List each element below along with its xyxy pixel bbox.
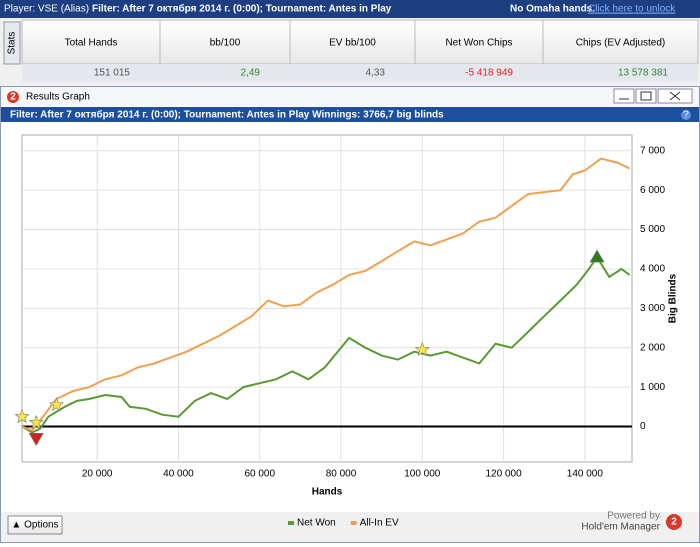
header-cell: [542, 19, 699, 65]
value-cell: [543, 64, 698, 82]
close-glyph: [669, 91, 681, 101]
y-tick-label: 1 000: [640, 382, 665, 393]
y-tick-label: 4 000: [640, 264, 665, 275]
chart: 0 1 000 2 000 3 000 4 000 5 000 6 000 7 000 20 0…: [14, 135, 679, 498]
x-axis-label: Hands: [312, 487, 343, 498]
y-tick-label: 0: [640, 421, 646, 432]
title-bar: [1, 87, 699, 106]
legend-swatch: [350, 521, 357, 525]
unlock-link[interactable]: Click here to unlock: [588, 4, 676, 15]
header-label: bb/100: [210, 38, 241, 49]
y-tick-label: 7 000: [640, 145, 665, 156]
marker: [28, 433, 44, 446]
stat-value: 13 578 381: [618, 68, 668, 79]
options-label: ▲ Options: [11, 520, 58, 531]
legend-label: All-In EV: [360, 518, 399, 529]
x-tick-label: 20 000: [82, 469, 113, 480]
value-cell: [22, 64, 160, 82]
brand-logo: [666, 514, 682, 530]
brand-logo-text: 2: [671, 517, 677, 528]
window-title: Results Graph: [26, 92, 90, 103]
x-tick-label: 80 000: [326, 469, 357, 480]
help-icon[interactable]: [681, 110, 691, 120]
value-cell: [160, 64, 290, 82]
stats-tab[interactable]: [3, 21, 21, 65]
filter: Filter: After 7 октября 2014 г. (0:00); …: [92, 3, 392, 15]
options-button[interactable]: [7, 515, 63, 535]
legend: Net Won All-In EV: [288, 518, 399, 529]
marker: [589, 249, 605, 263]
marker: [14, 408, 30, 424]
x-tick-label: 100 000: [404, 469, 441, 480]
header-label: Total Hands: [65, 38, 118, 49]
y-tick-label: 6 000: [640, 185, 665, 196]
max-glyph: [640, 91, 652, 101]
window-filter: Filter: After 7 октября 2014 г. (0:00); …: [10, 109, 444, 121]
header-label: Net Won Chips: [445, 38, 512, 49]
marker: [414, 341, 430, 357]
app-icon-text: 2: [10, 92, 16, 103]
filter-bar: [1, 107, 699, 122]
marker: [49, 397, 64, 412]
bottom-bar: [1, 512, 699, 542]
header-cell: [289, 19, 416, 65]
legend-label: Net Won: [297, 518, 336, 529]
legend-swatch: [288, 521, 294, 525]
player: Player: VSE (Alias): [4, 4, 89, 15]
x-tick-label: 40 000: [163, 469, 194, 480]
notice: No Omaha hands.: [510, 4, 595, 15]
help-text: ?: [683, 110, 689, 121]
app-icon: [7, 91, 19, 103]
stat-value: -5 418 949: [465, 68, 513, 79]
header-cell: [414, 19, 544, 65]
marker: [28, 414, 44, 429]
x-tick-label: 60 000: [244, 469, 275, 480]
stats-tab-label: Stats: [7, 32, 18, 55]
minimize[interactable]: [613, 88, 635, 104]
stat-value: 151 015: [94, 68, 131, 79]
y-tick-label: 2 000: [640, 342, 665, 353]
header-cell: [159, 19, 291, 65]
y-tick-label: 3 000: [640, 303, 665, 314]
stats-table: Total Hands 151 015 bb/100 2,49 EV bb/100 4,3…: [21, 19, 699, 82]
top-bar: [0, 0, 700, 18]
value-cell: [290, 64, 415, 82]
header-label: Chips (EV Adjusted): [576, 38, 666, 49]
plot-area: [21, 134, 633, 463]
value-cell: [415, 64, 543, 82]
stat-value: 4,33: [366, 68, 386, 79]
maximize[interactable]: [635, 88, 657, 104]
series-line: [21, 157, 631, 432]
x-tick-label: 140 000: [567, 469, 604, 480]
y-axis-label: Big Blinds: [668, 273, 679, 323]
stat-value: 2,49: [241, 68, 261, 79]
x-tick-label: 120 000: [486, 469, 523, 480]
powered: Powered by: [607, 511, 660, 522]
series-line: [21, 255, 631, 434]
header-label: EV bb/100: [329, 38, 376, 49]
y-tick-label: 5 000: [640, 224, 665, 235]
brand: Hold'em Manager: [581, 522, 660, 533]
